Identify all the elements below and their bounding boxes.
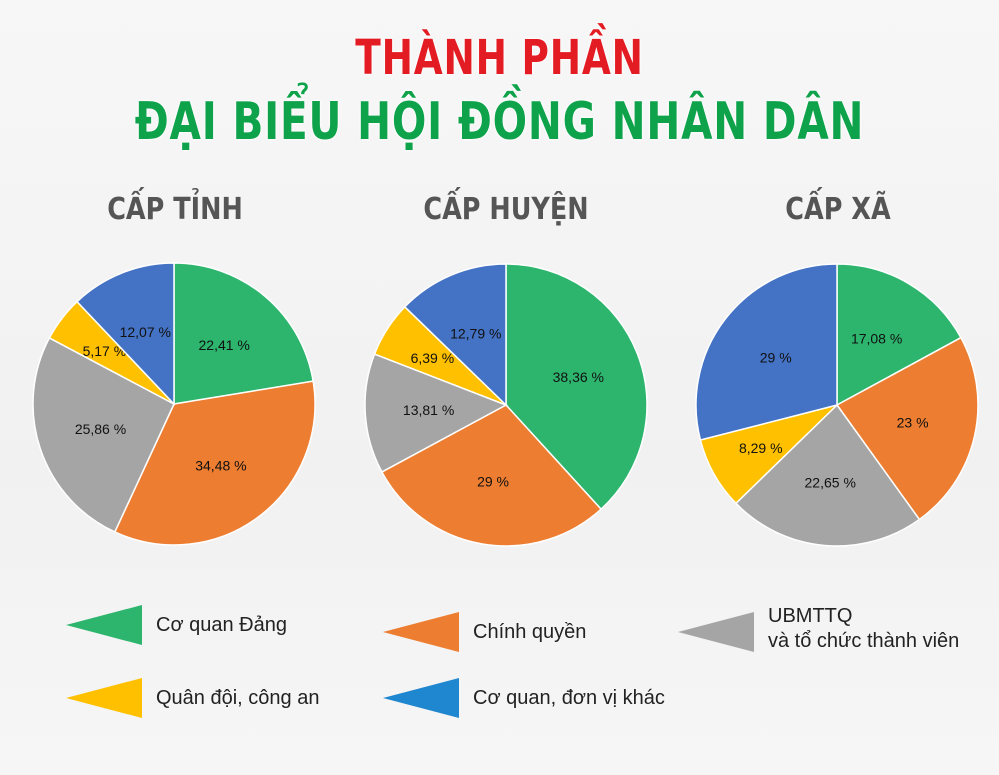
pie-slice <box>113 380 316 546</box>
pie-slice <box>695 263 838 441</box>
chart-title-tinh: CẤP TỈNH <box>107 192 243 227</box>
pie-slice <box>75 262 175 406</box>
legend-swatch-dang <box>66 605 142 645</box>
pie-data-label: 38,36 % <box>553 369 604 385</box>
pie-slice <box>836 263 962 407</box>
pie-data-label: 6,39 % <box>411 350 455 366</box>
legend-item-chinh-quyen: Chính quyền <box>383 612 586 652</box>
pie-data-label: 8,29 % <box>739 440 783 456</box>
legend-swatch-quan-doi <box>66 678 142 718</box>
legend-item-khac: Cơ quan, đơn vị khác <box>383 678 665 718</box>
legend-item-dang: Cơ quan Đảng <box>66 605 287 645</box>
legend-label: Chính quyền <box>473 620 587 643</box>
pie-data-label: 12,79 % <box>450 326 501 342</box>
pie-slice <box>835 336 979 521</box>
chart-title-xa: CẤP XÃ <box>785 192 891 227</box>
pie-data-label: 17,08 % <box>851 330 902 346</box>
pie-slice <box>403 263 507 407</box>
legend-label: Quân đội, công an <box>156 686 320 709</box>
pie-data-label: 29 % <box>477 473 509 489</box>
legend-label: UBMTTQ <box>768 605 853 627</box>
pie-data-label: 34,48 % <box>195 458 246 474</box>
pie-data-label: 23 % <box>897 414 929 430</box>
pie-data-label: 13,81 % <box>403 402 454 418</box>
title-line-1: THÀNH PHẦN <box>355 30 644 86</box>
pie-slice <box>734 403 921 547</box>
pie-data-label: 22,41 % <box>199 337 250 353</box>
pie-data-label: 5,17 % <box>83 343 127 359</box>
legend-label: Cơ quan Đảng <box>156 613 287 636</box>
title-line-2: ĐẠI BIỂU HỘI ĐỒNG NHÂN DÂN <box>134 92 865 152</box>
legend-item-quan-doi: Quân đội, công an <box>66 678 319 718</box>
pie-data-label: 25,86 % <box>75 421 126 437</box>
pie-data-label: 22,65 % <box>805 474 856 490</box>
legend-label: Cơ quan, đơn vị khác <box>473 686 665 709</box>
legend-swatch-chinh-quyen <box>383 612 459 652</box>
pie-slice <box>380 404 603 547</box>
chart-title-huyen: CẤP HUYỆN <box>423 192 589 227</box>
pie-data-label: 29 % <box>760 349 792 365</box>
pie-slice <box>364 353 508 473</box>
legend-swatch-khac <box>383 678 459 718</box>
legend-label-line2: và tổ chức thành viên <box>768 630 960 652</box>
legend-item-ubmttq: UBMTTQ và tổ chức thành viên <box>678 605 960 654</box>
legend-swatch-ubmttq <box>678 612 754 652</box>
pie-data-label: 12,07 % <box>120 324 171 340</box>
pie-slice <box>173 262 315 405</box>
pie-slice <box>505 263 648 511</box>
pie-slice <box>32 336 175 533</box>
